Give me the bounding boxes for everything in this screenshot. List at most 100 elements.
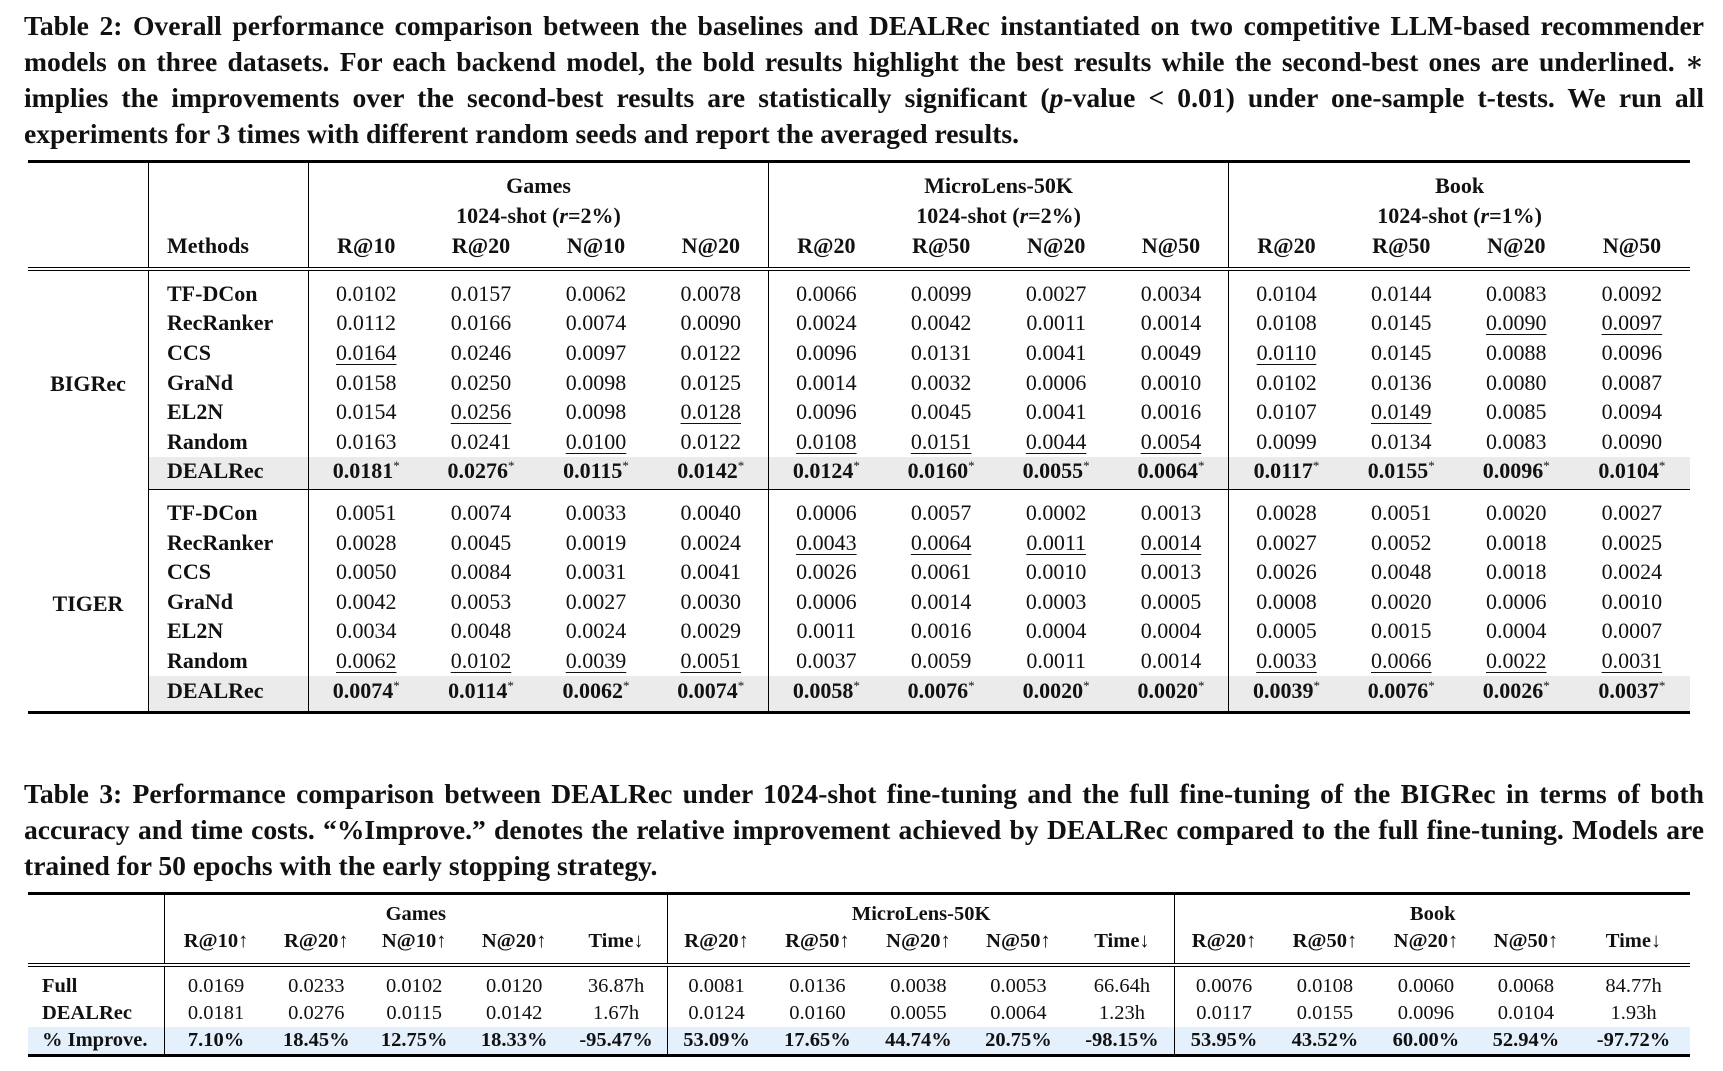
cell-value: 0.0154 [335, 399, 397, 425]
cell-value: 0.0074 [450, 499, 512, 525]
cell-value: 0.0107 [1256, 399, 1317, 425]
table-cell: 0.0066 [769, 269, 884, 309]
significance-star: * [393, 458, 400, 474]
metric-header: R@10 [308, 231, 424, 271]
table-cell: 0.0094 [1574, 397, 1690, 427]
table-cell: 0.0003 [999, 587, 1114, 617]
significance-star: * [507, 458, 515, 474]
significance-star: * [737, 458, 745, 474]
table-cell: 0.0002 [999, 490, 1114, 528]
table-cell: -98.15% [1069, 1027, 1176, 1056]
cell-value: 0.0114 [448, 677, 508, 703]
table-cell: 0.0014 [884, 587, 999, 617]
cell-value: 0.0048 [1371, 559, 1432, 585]
significance-star: * [1197, 677, 1205, 693]
metric-header: R@20 [423, 231, 539, 271]
table-cell: 0.0100 [539, 427, 654, 457]
cell-value: 0.0158 [335, 369, 397, 395]
significance-star: * [1312, 458, 1320, 474]
cell-value: 0.0005 [1140, 588, 1202, 614]
metric-header: N@10↑ [365, 927, 464, 967]
table-cell: 0.0014 [769, 368, 884, 398]
cell-value: 0.0110 [1256, 339, 1317, 365]
method-name: RecRanker [148, 527, 309, 558]
cell-value: 0.0102 [1256, 369, 1317, 395]
table-cell: 0.0027 [1229, 528, 1344, 558]
dataset-header: Games [164, 893, 668, 927]
table-cell: 53.95% [1174, 1027, 1273, 1056]
table-cell: 0.0155* [1343, 456, 1459, 491]
cell-value: 0.0049 [1140, 339, 1202, 365]
table-cell: 0.0019 [539, 528, 654, 558]
method-name: DEALRec [148, 456, 309, 491]
table-row: GraNd 0.0158 0.0250 0.0098 0.0125 0.0014 0.003… [28, 367, 1690, 398]
table-cell: 0.0048 [423, 617, 538, 647]
table-cell: 0.0087 [1574, 368, 1690, 398]
cell-value: 0.0014 [796, 369, 857, 395]
table3: Games MicroLens-50K Book R@10↑ R@20↑ N@10↑… [28, 892, 1690, 1057]
cell-value: 0.0066 [796, 280, 857, 306]
cell-value: 0.0163 [335, 428, 397, 454]
dataset-header: MicroLens-50K [768, 161, 1230, 201]
significance-star: * [853, 677, 860, 693]
table-cell: 1.93h [1610, 1002, 1657, 1024]
cell-value: 0.0007 [1601, 618, 1663, 644]
significance-star: * [737, 677, 745, 693]
cell-value: 0.0090 [1486, 310, 1547, 336]
table-cell: 0.0016 [1113, 397, 1230, 427]
table-cell: 0.0088 [1459, 338, 1574, 368]
table-cell: 0.0246 [423, 338, 538, 368]
table-cell: 0.0051 [308, 490, 423, 528]
significance-star: * [1428, 677, 1435, 693]
methods-header: Methods [148, 231, 309, 271]
method-name: Random [148, 426, 309, 457]
metric-header: R@10↑ [164, 927, 268, 967]
cell-value: 0.0029 [680, 618, 742, 644]
backend-model-label: BIGRec [28, 269, 149, 490]
table-cell: 0.0076 [1195, 975, 1253, 997]
table-cell: 18.45% [267, 1027, 366, 1056]
significance-star: * [1083, 458, 1090, 474]
significance-star: * [393, 677, 400, 693]
cell-value: 0.0080 [1486, 369, 1547, 395]
table-row: EL2N 0.0154 0.0256 0.0098 0.0128 0.0096 0.0045… [28, 397, 1690, 427]
cell-value: 0.0026 [1256, 559, 1317, 585]
method-name: TF-DCon [148, 269, 309, 309]
cell-value: 0.0078 [680, 280, 742, 306]
table-cell: 0.0007 [1574, 617, 1690, 647]
table-cell: 0.0128 [653, 397, 770, 427]
table-cell: 0.0055* [998, 456, 1114, 491]
table-cell: 0.0032 [884, 368, 999, 398]
table-cell: 0.0154 [308, 397, 423, 427]
table-cell: 0.0256 [423, 397, 538, 427]
table-cell: 0.0058* [768, 675, 884, 713]
table-cell: 0.0090 [1574, 427, 1690, 457]
table-cell: 0.0098 [539, 368, 654, 398]
cell-value: 0.0090 [1601, 428, 1663, 454]
table-row: RecRanker 0.0112 0.0166 0.0074 0.0090 0.0024 0… [28, 308, 1690, 339]
cell-value: 0.0027 [565, 588, 627, 614]
table-cell: 0.0042 [884, 309, 999, 339]
table-cell: 0.0115* [538, 456, 654, 491]
table-cell: 0.0053 [990, 975, 1047, 997]
cell-value: 0.0134 [1371, 428, 1432, 454]
cell-value: 0.0027 [1601, 499, 1663, 525]
cell-value: 0.0026 [796, 559, 857, 585]
method-name: GraNd [148, 367, 309, 398]
metric-header: Time↓ [1069, 927, 1176, 967]
table-cell: 0.0145 [1344, 309, 1459, 339]
cell-value: 0.0053 [450, 588, 512, 614]
cell-value: 0.0048 [450, 618, 512, 644]
cell-value: 0.0019 [565, 529, 627, 555]
table-cell: 0.0136 [789, 975, 846, 997]
table-cell: 0.0053 [423, 587, 538, 617]
cell-value: 0.0024 [1601, 559, 1663, 585]
table-cell: 0.0027 [999, 269, 1114, 309]
cell-value: 0.0011 [796, 618, 857, 644]
cell-value: 0.0142 [677, 458, 738, 484]
cell-value: 0.0094 [1601, 399, 1663, 425]
table-cell: 0.0026 [1229, 557, 1344, 587]
cell-value: 0.0097 [1601, 310, 1663, 336]
significance-star: * [968, 458, 975, 474]
table-cell: 0.0052 [1344, 528, 1459, 558]
